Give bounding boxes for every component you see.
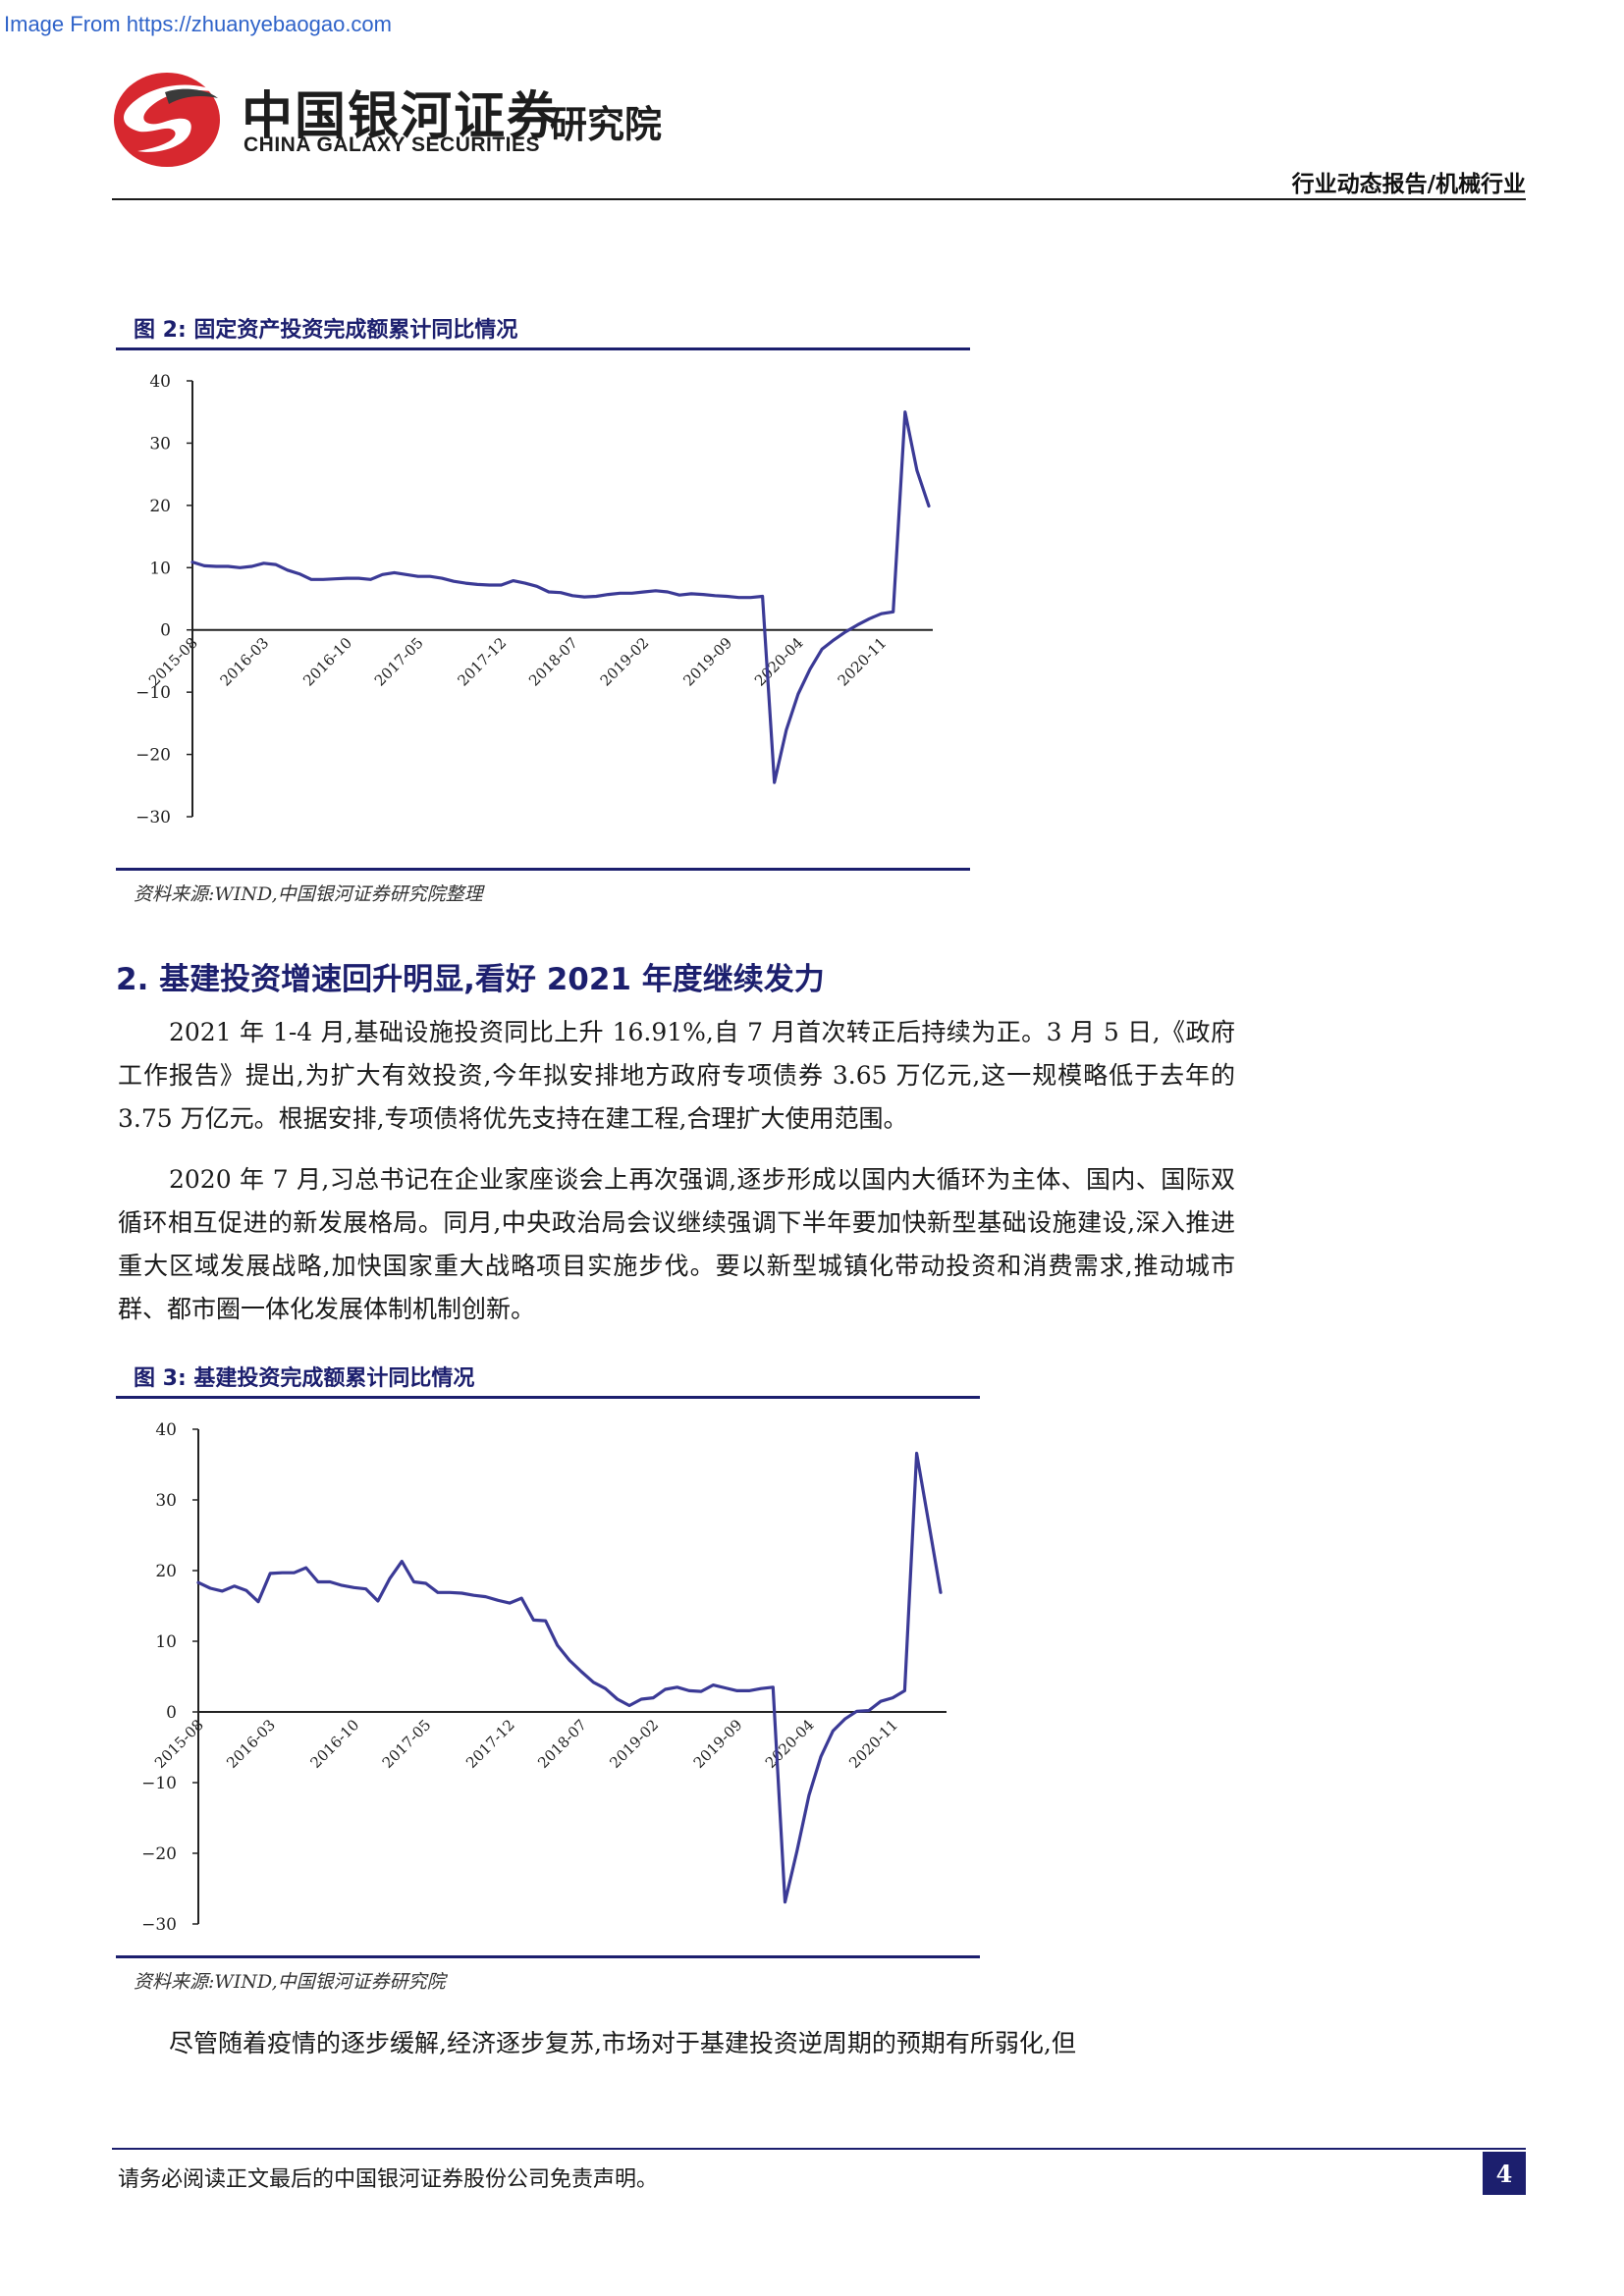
- figure3-y-tick-label: 0: [166, 1703, 177, 1723]
- footer-divider: [112, 2148, 1526, 2150]
- section-heading: 2. 基建投资增速回升明显,看好 2021 年度继续发力: [116, 962, 825, 997]
- figure2-series-line: [190, 410, 931, 784]
- figure2-source: 资料来源:WIND,中国银河证券研究院整理: [134, 883, 483, 905]
- figure3-x-tick-label: 2020-11: [845, 1716, 901, 1772]
- figure3-y-tick-label: −10: [141, 1774, 177, 1793]
- figure2-x-tick-label: 2020-11: [835, 634, 891, 690]
- figure2-y-tick-label: −30: [135, 808, 171, 828]
- figure2-x-tick-label: 2016-03: [217, 634, 273, 690]
- page-number: 4: [1483, 2152, 1526, 2195]
- brand-name-cn: 中国银河证券: [242, 87, 561, 146]
- figure2-x-tick-label: 2017-12: [455, 634, 511, 690]
- figure2-x-tick-label: 2020-04: [751, 634, 807, 690]
- figure2-y-tick-label: 0: [160, 621, 171, 641]
- figure2-x-tick-label: 2018-07: [525, 634, 581, 690]
- figure3-y-tick-label: 30: [155, 1491, 177, 1511]
- figure3-x-tick-label: 2017-05: [379, 1716, 435, 1772]
- figure3-x-tick-label: 2017-12: [462, 1716, 518, 1772]
- figure2-y-tick-label: −20: [135, 746, 171, 766]
- figure3-y-tick-label: −30: [141, 1915, 177, 1935]
- footer-disclaimer: 请务必阅读正文最后的中国银河证券股份公司免责声明。: [118, 2167, 659, 2192]
- figure2-y-tick-label: 10: [149, 559, 171, 578]
- figure3-title: 图 3: 基建投资完成额累计同比情况: [134, 1366, 475, 1391]
- figure3-y-tick-label: 40: [155, 1420, 177, 1440]
- source-watermark: Image From https://zhuanyebaogao.com: [4, 12, 392, 36]
- figure3-y-tick-label: 20: [155, 1562, 177, 1581]
- figure2-top-rule: [116, 347, 970, 350]
- figure3-y-tick-label: −20: [141, 1844, 177, 1864]
- figure3-series-line: [196, 1451, 943, 1904]
- figure2-title: 图 2: 固定资产投资完成额累计同比情况: [134, 318, 518, 343]
- header-divider: [112, 198, 1526, 200]
- figure2-x-tick-label: 2017-05: [371, 634, 427, 690]
- figure3-top-rule: [116, 1396, 980, 1399]
- paragraph-1: 2021 年 1-4 月,基础设施投资同比上升 16.91%,自 7 月首次转正…: [118, 1018, 1235, 1133]
- closing-paragraph: 尽管随着疫情的逐步缓解,经济逐步复苏,市场对于基建投资逆周期的预期有所弱化,但: [169, 2029, 1076, 2057]
- figure2-y-tick-label: 20: [149, 497, 171, 516]
- institute-label: 研究院: [550, 103, 663, 146]
- figure3-line-chart: 40 30 20 10 0 −10 −20 −30 2015-08 2016-03 2016-10 2…: [116, 1404, 980, 1953]
- figure2-x-tick-label: 2019-02: [597, 634, 653, 690]
- figure2-y-tick-label: −10: [135, 683, 171, 703]
- figure2-x-tick-label: 2019-09: [679, 634, 735, 690]
- figure2-x-tick-label: 2016-10: [299, 634, 355, 690]
- figure3-x-tick-label: 2016-03: [223, 1716, 279, 1772]
- brand-name-en: CHINA GALAXY SECURITIES: [244, 133, 541, 156]
- figure3-source: 资料来源:WIND,中国银河证券研究院: [134, 1971, 446, 1993]
- figure3-x-tick-label: 2019-09: [690, 1716, 746, 1772]
- paragraph-2: 2020 年 7 月,习总书记在企业家座谈会上再次强调,逐步形成以国内大循环为主…: [118, 1165, 1235, 1323]
- figure3-x-tick-label: 2019-02: [606, 1716, 662, 1772]
- figure3-x-tick-label: 2018-07: [534, 1716, 590, 1772]
- galaxy-logo: [110, 65, 228, 171]
- figure3-x-tick-label: 2020-04: [762, 1716, 818, 1772]
- figure3-bottom-rule: [116, 1955, 980, 1958]
- figure3-x-tick-label: 2016-10: [307, 1716, 363, 1772]
- figure2-y-tick-label: 40: [149, 372, 171, 392]
- report-type-label: 行业动态报告/机械行业: [1291, 172, 1526, 197]
- figure2-bottom-rule: [116, 868, 970, 871]
- figure3-y-tick-label: 10: [155, 1632, 177, 1652]
- figure2-y-tick-label: 30: [149, 434, 171, 454]
- figure2-line-chart: 40 30 20 10 0 −10 −20 −30 2015-08 2016-03 2016-10 2…: [116, 355, 970, 866]
